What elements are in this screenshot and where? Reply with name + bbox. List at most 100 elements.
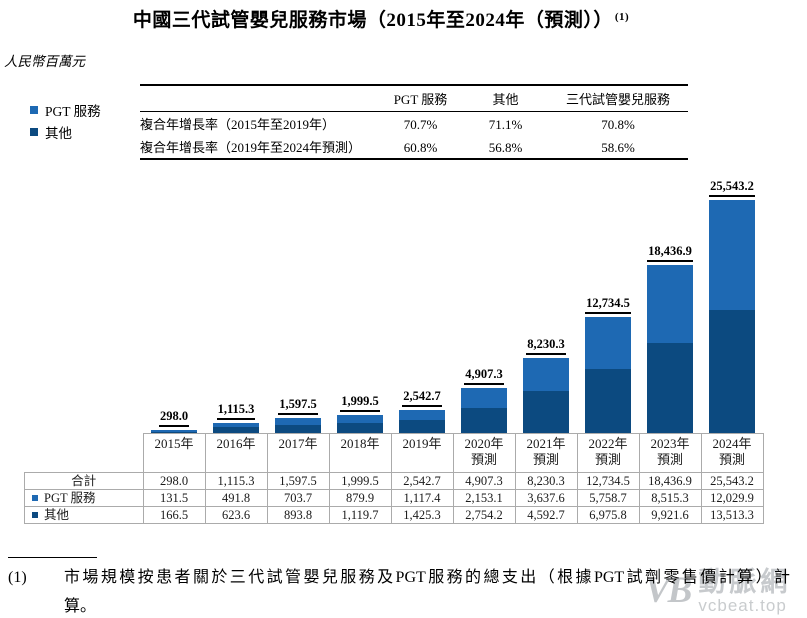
row-marker-icon [32,512,38,518]
year-column-header: 2023年 預測 [638,433,702,473]
data-table: 2015年 2016年 2017年 2018年 2019年 2020年 預測 2021年 預測 2… [24,433,764,524]
table-value-cell: 12,029.9 [700,489,764,507]
footnote-rule [8,557,97,558]
table-value-cell: 879.9 [328,489,392,507]
row-label-cell: 其他 [24,506,144,524]
table-value-cell: 1,425.3 [390,506,454,524]
year-column-header: 2021年 預測 [514,433,578,473]
data-table-row: 其他 166.5 623.6 893.8 1,119.7 1,425.3 2,754.2 4,… [24,506,764,524]
chart-column: 4,907.3 [453,165,515,433]
bar-segment-pgt [275,418,321,425]
table-value-cell: 1,119.7 [328,506,392,524]
table-value-cell: 298.0 [142,472,206,490]
table-value-cell: 13,513.3 [700,506,764,524]
legend-swatch-pgt-icon [30,106,38,114]
table-value-cell: 8,515.3 [638,489,702,507]
bar-total-label: 1,597.5 [278,397,318,416]
footnote-number: (1) [8,569,27,586]
year-column-header: 2020年 預測 [452,433,516,473]
bar-segment-other [709,309,755,433]
cagr-table: PGT 服務 其他 三代試管嬰兒服務 複合年增長率（2015年至2019年） 7… [140,84,688,160]
watermark-cn-text: 動脈網 [698,567,792,597]
table-value-cell: 25,543.2 [700,472,764,490]
bar-total-label: 298.0 [158,409,190,428]
legend-swatch-other-icon [30,128,38,136]
bar-segment-pgt [337,414,383,423]
table-value-cell: 4,907.3 [452,472,516,490]
cagr-value: 70.7% [403,117,438,132]
bar-total-label: 18,436.9 [647,244,693,262]
page-title: 中國三代試管嬰兒服務市場（2015年至2024年（預測）） (1) [132,10,630,31]
cagr-value: 56.8% [488,140,523,155]
stacked-bar [337,414,383,433]
bar-total-label: 12,734.5 [585,296,631,314]
table-value-cell: 893.8 [266,506,330,524]
watermark-text-block: 動脈網 vcbeat.top [698,568,791,615]
cagr-header-pgt: PGT 服務 [393,92,448,107]
stacked-bar-chart: 298.0 1,115.3 1,597.5 1,999.5 [24,165,763,433]
table-value-cell: 131.5 [142,489,206,507]
cagr-row-label: 複合年增長率（2015年至2019年） [140,117,336,132]
bar-segment-pgt [585,316,631,370]
stacked-bar [709,200,755,433]
legend-label-pgt: PGT 服務 [45,104,101,119]
table-value-cell: 491.8 [204,489,268,507]
table-value-cell: 6,975.8 [576,506,640,524]
bar-segment-other [213,427,259,433]
bar-total-label: 1,115.3 [216,402,256,420]
bar-segment-other [585,369,631,433]
data-table-row: PGT 服務 131.5 491.8 703.7 879.9 1,117.4 2,153.1… [24,489,764,507]
legend-item-pgt: PGT 服務 [30,101,101,119]
bar-total-label: 1,999.5 [340,394,380,412]
table-value-cell: 166.5 [142,506,206,524]
cagr-header-other: 其他 [492,92,519,107]
cagr-header-total: 三代試管嬰兒服務 [565,92,670,107]
legend-item-other: 其他 [30,123,101,141]
chart-column: 25,543.2 [701,165,763,433]
cagr-header-blank [140,107,378,109]
stacked-bar [213,422,259,433]
table-value-cell: 1,597.5 [266,472,330,490]
title-footnote-ref: (1) [614,11,630,23]
bar-total-label: 8,230.3 [526,337,566,355]
bar-segment-other [399,420,445,433]
chart-column: 1,999.5 [329,165,391,433]
stacked-bar [399,409,445,433]
chart-column: 1,115.3 [205,165,267,433]
bar-segment-other [647,342,693,433]
stacked-bar [585,316,631,433]
table-value-cell: 4,592.7 [514,506,578,524]
legend-label-other: 其他 [45,126,72,141]
year-column-header: 2024年 預測 [700,433,764,473]
vcbeat-logo-icon: VB [645,570,692,611]
footnote-line-2: 算。 [64,598,97,615]
table-value-cell: 12,734.5 [576,472,640,490]
data-table-header-row: 2015年 2016年 2017年 2018年 2019年 2020年 預測 2021年 預測 2… [25,433,764,473]
chart-column: 8,230.3 [515,165,577,433]
year-column-header: 2016年 [204,433,268,473]
stacked-bar [523,357,569,433]
vcbeat-watermark: VB 動脈網 vcbeat.top [645,568,791,615]
table-value-cell: 2,542.7 [390,472,454,490]
header-blank-cell [25,434,144,473]
cagr-row-2019-2024: 複合年增長率（2019年至2024年預測） 60.8% 56.8% 58.6% [140,135,688,158]
data-table-row: 合計 298.0 1,115.3 1,597.5 1,999.5 2,542.7 4,907… [24,472,764,490]
chart-legend: PGT 服務 其他 [30,101,101,145]
year-column-header: 2015年 [142,433,206,473]
table-value-cell: 3,637.6 [514,489,578,507]
bar-total-label: 4,907.3 [464,367,504,386]
table-value-cell: 9,921.6 [638,506,702,524]
chart-column: 18,436.9 [639,165,701,433]
chart-column: 2,542.7 [391,165,453,433]
row-label-cell: 合計 [24,472,144,490]
footnote-line-1: 市場規模按患者關於三代試管嬰兒服務及PGT服務的總支出（根據PGT試劑零售價計算… [64,569,790,586]
cagr-value: 70.8% [601,117,635,132]
table-value-cell: 2,754.2 [452,506,516,524]
stacked-bar [275,418,321,433]
bar-segment-pgt [647,264,693,343]
table-value-cell: 2,153.1 [452,489,516,507]
row-label-cell: PGT 服務 [24,489,144,507]
cagr-value: 60.8% [403,140,438,155]
bar-segment-other [523,391,569,433]
